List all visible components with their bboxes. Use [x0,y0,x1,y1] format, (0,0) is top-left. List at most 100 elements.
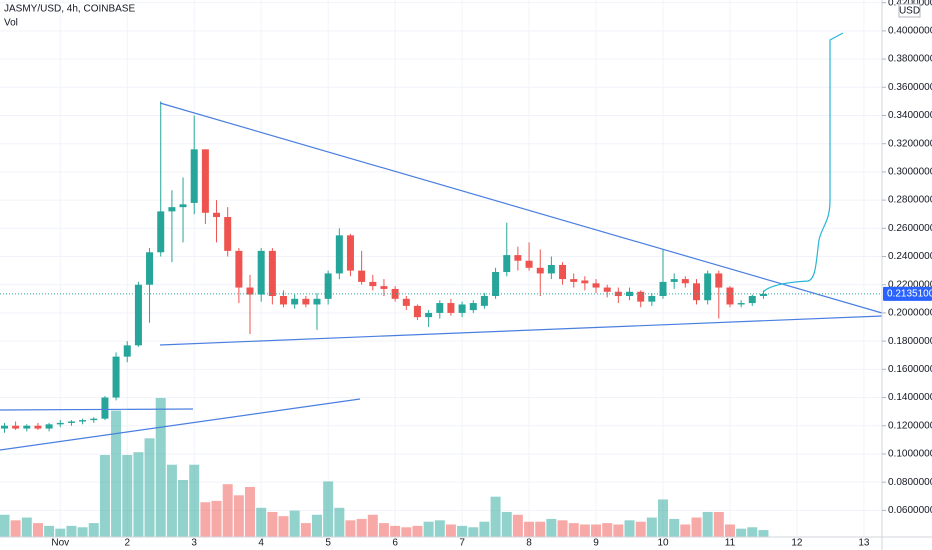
x-tick-label: 10 [657,538,669,549]
volume-bar [724,524,735,537]
y-tick-label: 0.14000000 [888,392,932,403]
volume-bar [546,518,557,537]
candle-body [737,303,745,305]
volume-bar [233,495,244,537]
volume-bar [457,525,468,537]
volume-label: Vol [4,18,18,29]
volume-bar [122,454,133,537]
candle-body [190,149,198,203]
volume-bar [557,520,568,537]
volume-bar [222,484,233,537]
volume-bar [356,518,367,537]
y-tick-label: 0.26000000 [888,223,932,234]
candle-body [346,235,354,271]
candle-body [759,293,767,296]
volume-bar [77,527,88,537]
y-tick-label: 0.18000000 [888,336,932,347]
volume-bar [468,527,479,537]
y-tick-label: 0.34000000 [888,110,932,121]
volume-bar [501,511,512,537]
candle-body [402,298,410,306]
currency-box [898,3,921,18]
candle-body [157,211,165,253]
volume-bar [55,528,66,537]
volume-bar [658,499,669,537]
volume-bar [479,521,490,537]
candle-body [715,273,723,288]
volume-bar [334,507,345,537]
candle-body [547,264,555,274]
volume-bar [624,520,635,537]
candle-body [581,280,589,284]
candle-body [503,255,511,273]
y-tick-label: 0.12000000 [888,420,932,431]
x-tick-label: 6 [392,538,398,549]
volume-bar [702,511,713,537]
volume-bar [144,438,155,537]
volume-bar [669,518,680,537]
volume-bar [345,520,356,537]
x-tick-label: 9 [593,538,599,549]
chart-title: JASMY/USD, 4h, COINBASE [4,4,135,15]
volume-bar [713,511,724,537]
candle-body [302,298,310,305]
candle-body [681,279,689,284]
volume-bar [367,514,378,537]
candle-body [413,305,421,318]
candle-body [570,279,578,282]
volume-bar [88,523,99,537]
volume-layer [0,398,769,537]
candle-body [369,281,377,287]
volume-bar [412,525,423,537]
candle-body [12,425,20,429]
x-tick-label: 12 [791,538,803,549]
candle-body [648,295,656,302]
volume-bar [166,464,177,537]
y-tick-label: 0.10000000 [888,449,932,460]
y-tick-label: 0.40000000 [888,26,932,37]
volume-bar [390,525,401,537]
candle-body [637,291,645,302]
candle-body [134,284,142,346]
volume-bar [10,520,21,537]
volume-bar [512,514,523,537]
y-tick-label: 0.20000000 [888,308,932,319]
y-tick-label: 0.36000000 [888,82,932,93]
candle-body [525,260,533,268]
candle-body [447,303,455,313]
volume-bar [691,517,702,537]
volume-bar [21,517,32,537]
volume-bar [524,521,535,537]
y-tick-label: 0.38000000 [888,54,932,65]
candle-body [235,250,243,288]
candle-body [358,270,366,282]
volume-bar [99,454,110,537]
volume-bar [200,502,211,537]
candle-body [469,303,477,311]
candle-body [480,295,488,306]
volume-bar [245,486,256,537]
candle-body [23,425,31,429]
candle-body [246,287,254,295]
volume-bar [401,527,412,537]
y-tick-label: 0.32000000 [888,138,932,149]
candle-body [101,397,109,419]
candle-body [425,312,433,318]
candle-body [492,272,500,296]
candle-body [123,345,131,357]
candle-body [335,235,343,274]
y-tick-label: 0.16000000 [888,364,932,375]
x-tick-label: 3 [191,538,197,549]
volume-bar [289,510,300,537]
volume-bar [535,521,546,537]
candle-layer [0,101,767,433]
volume-bar [32,523,43,537]
candle-body [313,298,321,305]
volume-bar [423,521,434,537]
candle-body [626,291,634,296]
candle-body [179,204,187,208]
candle-body [291,298,299,305]
x-tick-label: 13 [858,538,870,549]
x-tick-label: 2 [124,538,130,549]
